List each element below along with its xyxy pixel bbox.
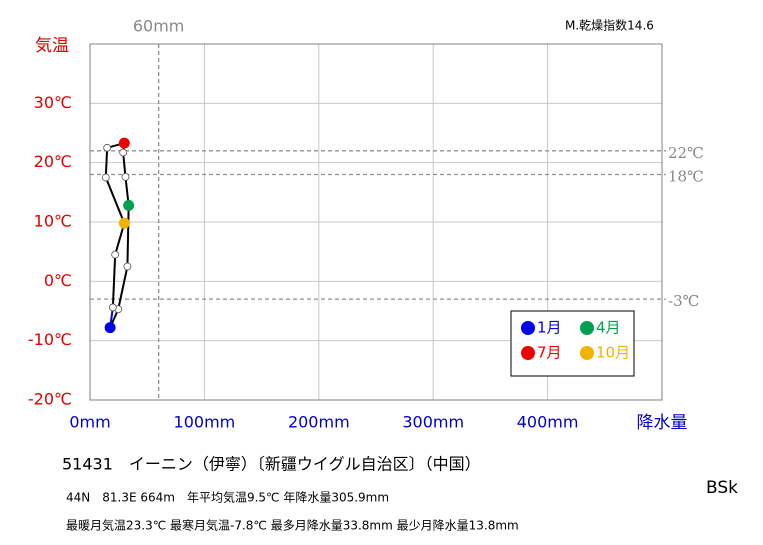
data-point xyxy=(111,250,120,259)
x-tick-label: 100mm xyxy=(174,413,236,432)
y-tick-label: 20℃ xyxy=(34,152,72,171)
y-tick-label: -20℃ xyxy=(28,390,72,409)
data-point xyxy=(123,262,132,271)
y-tick-label: 30℃ xyxy=(34,93,72,112)
climate-line xyxy=(104,141,130,329)
plot-border xyxy=(89,43,663,401)
y-tick-label: 0℃ xyxy=(44,271,72,290)
y-axis-label: 気温 xyxy=(35,36,69,56)
x-axis-label: 降水量 xyxy=(637,413,688,433)
data-point xyxy=(103,143,112,152)
data-point xyxy=(108,303,117,312)
data-point xyxy=(119,148,128,157)
x-tick-label: 400mm xyxy=(517,413,579,432)
legend-label: 1月 xyxy=(537,319,562,337)
reference-label: -3℃ xyxy=(668,292,699,310)
data-point xyxy=(104,322,116,334)
station-stats: 最暖月気温23.3℃ 最寒月気温-7.8℃ 最多月降水量33.8mm 最少月降水… xyxy=(66,518,519,533)
legend-marker xyxy=(521,346,535,360)
dryness-index: M.乾燥指数14.6 xyxy=(565,18,654,33)
data-point xyxy=(121,173,130,181)
data-point xyxy=(123,199,135,211)
legend-label: 7月 xyxy=(537,344,562,362)
reference-label: 60mm xyxy=(133,17,185,36)
data-point xyxy=(101,173,110,182)
legend-marker xyxy=(580,346,594,360)
x-tick-label: 0mm xyxy=(69,413,110,432)
station-info: 44N 81.3E 664m 年平均気温9.5℃ 年降水量305.9mm xyxy=(66,490,389,505)
y-tick-label: 10℃ xyxy=(34,212,72,231)
station-name: 51431 イーニン（伊寧）〔新疆ウイグル自治区〕（中国） xyxy=(62,455,481,474)
y-tick-label: -10℃ xyxy=(28,330,72,349)
x-tick-label: 200mm xyxy=(288,413,350,432)
legend-label: 4月 xyxy=(596,319,621,337)
climate-class: BSk xyxy=(706,478,738,498)
data-point xyxy=(118,217,130,229)
legend-box xyxy=(510,310,635,377)
x-tick-label: 300mm xyxy=(402,413,464,432)
reference-label: 22℃ xyxy=(668,144,704,162)
legend-marker xyxy=(580,321,594,335)
data-point xyxy=(118,137,130,149)
legend-label: 10月 xyxy=(596,344,630,362)
legend-marker xyxy=(521,321,535,335)
reference-label: 18℃ xyxy=(668,168,704,186)
